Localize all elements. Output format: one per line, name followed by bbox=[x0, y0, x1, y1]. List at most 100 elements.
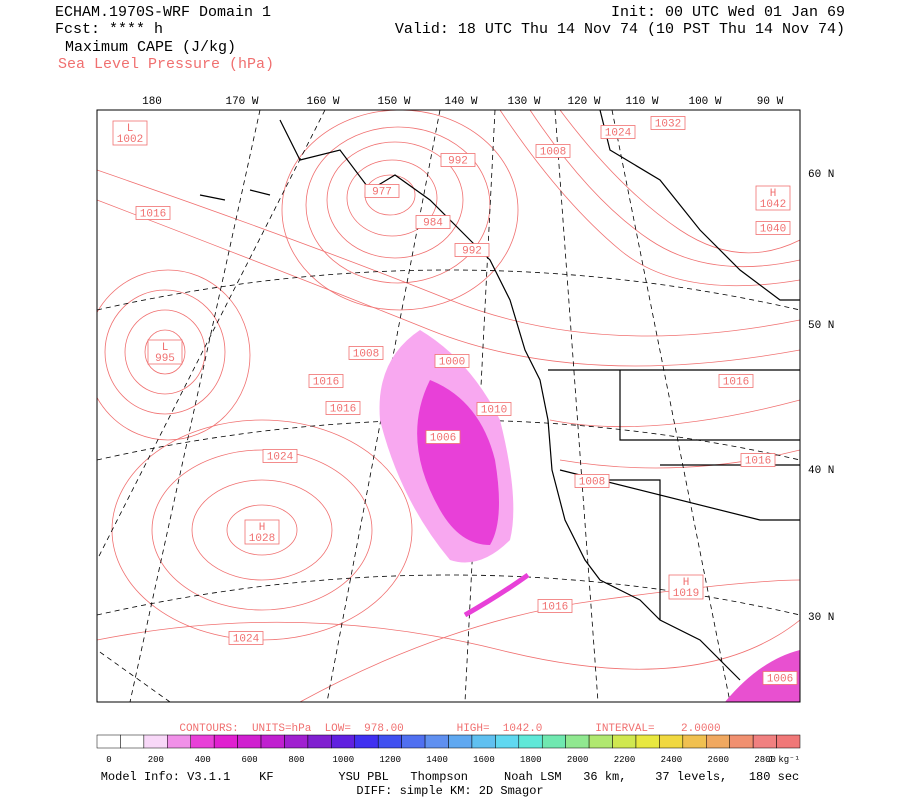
pressure-label-box bbox=[537, 599, 573, 613]
colorbar-swatch bbox=[518, 734, 543, 749]
colorbar-swatch bbox=[260, 734, 285, 749]
colorbar-tick: 2400 bbox=[661, 755, 683, 765]
colorbar-swatch bbox=[401, 734, 426, 749]
longitude-label: 140 W bbox=[444, 96, 477, 108]
pressure-label: 995 bbox=[155, 353, 175, 365]
colorbar-tick: 600 bbox=[241, 755, 257, 765]
colorbar-swatch bbox=[659, 734, 684, 749]
pressure-label: H bbox=[770, 188, 777, 200]
pressure-label: 1016 bbox=[330, 404, 356, 416]
colorbar-tick: 2200 bbox=[614, 755, 636, 765]
field: Maximum CAPE (J/kg) bbox=[65, 39, 236, 56]
longitude-label: 150 W bbox=[377, 96, 410, 108]
pressure-label-box bbox=[668, 574, 704, 600]
pressure-label-box bbox=[325, 401, 361, 415]
pressure-label-box bbox=[574, 474, 610, 488]
pressure-label: 1016 bbox=[313, 377, 339, 389]
colorbar-tick: 800 bbox=[288, 755, 304, 765]
pressure-label: 1024 bbox=[605, 128, 632, 140]
longitude-label: 120 W bbox=[567, 96, 600, 108]
pressure-label: 1028 bbox=[249, 533, 275, 545]
pressure-label-box bbox=[112, 120, 148, 146]
pressure-label-box bbox=[434, 354, 470, 368]
colorbar-tick: 400 bbox=[195, 755, 211, 765]
isobars bbox=[97, 110, 800, 702]
colorbar-swatch bbox=[120, 734, 145, 749]
colorbar-swatch bbox=[190, 734, 215, 749]
pressure-label-box bbox=[228, 631, 264, 645]
cape-medium bbox=[417, 380, 499, 545]
colorbar-swatch bbox=[377, 734, 402, 749]
pressure-label: 1040 bbox=[760, 224, 786, 236]
colorbar-swatch bbox=[96, 734, 121, 749]
pressure-label: 1016 bbox=[723, 377, 749, 389]
pressure-label: 1008 bbox=[353, 349, 379, 361]
pressure-label: 1042 bbox=[760, 199, 786, 211]
overlay: Sea Level Pressure (hPa) bbox=[58, 56, 274, 73]
longitude-label: 160 W bbox=[306, 96, 339, 108]
pressure-label-box bbox=[755, 221, 791, 235]
colorbar-swatch bbox=[541, 734, 566, 749]
longitude-label: 100 W bbox=[688, 96, 721, 108]
pressure-label: 1016 bbox=[140, 209, 166, 221]
pressure-label: L bbox=[127, 123, 134, 135]
pressure-label-box bbox=[755, 185, 791, 211]
colorbar-tick: 0 bbox=[106, 755, 111, 765]
pressure-label: H bbox=[683, 577, 690, 589]
colorbar-swatch bbox=[284, 734, 309, 749]
pressure-label: 1016 bbox=[542, 602, 568, 614]
map-area: L1002102410321008992977984992H1042104010… bbox=[97, 110, 800, 702]
pressure-label-box bbox=[718, 374, 754, 388]
pressure-label: 1006 bbox=[767, 674, 793, 686]
pressure-label-box bbox=[476, 402, 512, 416]
pressure-label-box bbox=[135, 206, 171, 220]
pressure-label: 1000 bbox=[439, 357, 465, 369]
pressure-label-box bbox=[364, 184, 400, 198]
pressure-label-box bbox=[440, 153, 476, 167]
pressure-label: 1002 bbox=[117, 134, 143, 146]
contour-info: CONTOURS: UNITS=hPa LOW= 978.00 HIGH= 10… bbox=[179, 723, 720, 735]
colorbar-swatch bbox=[706, 734, 730, 749]
pressure-label-box bbox=[762, 671, 798, 685]
colorbar-swatch bbox=[471, 734, 496, 749]
pressure-label: 1010 bbox=[481, 405, 507, 417]
cape-band bbox=[463, 572, 530, 618]
colorbar-swatch bbox=[354, 734, 379, 749]
pressure-label-box bbox=[308, 374, 344, 388]
latitude-label: 50 N bbox=[808, 320, 834, 332]
init: Init: 00 UTC Wed 01 Jan 69 bbox=[611, 4, 845, 21]
colorbar-swatch bbox=[776, 734, 801, 749]
colorbar-tick: 2800 bbox=[754, 755, 776, 765]
longitude-label: 90 W bbox=[757, 96, 784, 108]
colorbar-tick: 1000 bbox=[333, 755, 355, 765]
colorbar-tick: 1400 bbox=[426, 755, 448, 765]
longitude-label: 110 W bbox=[625, 96, 658, 108]
colorbar-swatch bbox=[682, 734, 707, 749]
map-frame bbox=[96, 109, 801, 703]
pressure-label: 1006 bbox=[430, 433, 456, 445]
colorbar-swatch bbox=[307, 734, 332, 749]
pressure-label-box bbox=[454, 243, 490, 257]
colorbar-swatch bbox=[495, 734, 520, 749]
longitude-label: 180 bbox=[142, 96, 162, 108]
pressure-label-box bbox=[415, 215, 451, 229]
valid: Valid: 18 UTC Thu 14 Nov 74 (10 PST Thu … bbox=[395, 21, 845, 38]
colorbar-swatch bbox=[331, 734, 356, 749]
fcst: Fcst: **** h bbox=[55, 21, 163, 38]
pressure-label: 1032 bbox=[655, 119, 681, 131]
colorbar: 0 200 400 600 800 1000 1200 1400 1600 1800 2000 220… bbox=[96, 734, 801, 765]
pressure-label-box bbox=[650, 116, 686, 130]
pressure-label: H bbox=[259, 522, 266, 534]
pressure-label: 992 bbox=[462, 246, 482, 258]
colorbar-swatch bbox=[237, 734, 262, 749]
pressure-label: 1024 bbox=[267, 452, 294, 464]
pressure-label: 977 bbox=[372, 187, 392, 199]
pressure-label: 1024 bbox=[233, 634, 260, 646]
colorbar-tick: 200 bbox=[148, 755, 164, 765]
colorbar-swatch bbox=[729, 734, 754, 749]
pressure-label-box bbox=[244, 519, 280, 545]
pressure-label-box bbox=[425, 430, 461, 444]
colorbar-tick: 1600 bbox=[473, 755, 495, 765]
